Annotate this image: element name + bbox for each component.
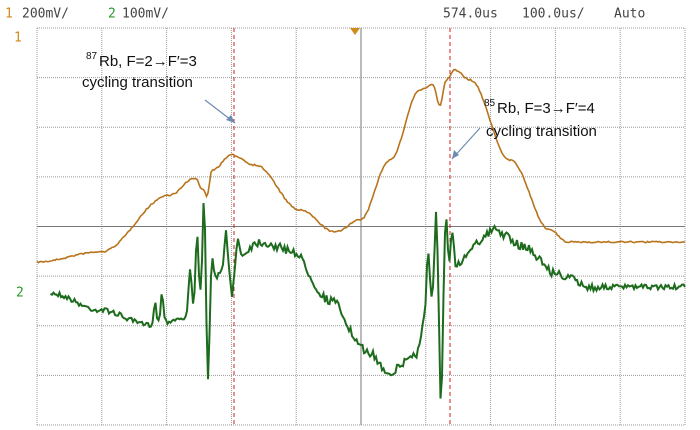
channel2-trace [50,203,686,399]
ch1-scale: 200mV/ [22,7,69,22]
isotope: 85 [484,98,496,109]
ch2-label: 2 [108,7,116,22]
channel1-trace [36,68,686,264]
annotation-text: cycling transition [82,74,193,91]
annotation-text: cycling transition [486,123,597,140]
ch2-scale: 100mV/ [122,7,169,22]
timebase: 100.0us/ [522,7,585,22]
arrow-head [452,150,459,159]
ch1-marker: 1 [14,31,22,46]
isotope: 87 [86,51,98,62]
ch1-label: 1 [5,7,13,22]
annotation-text: Rb, F=2→F′=3 [99,53,197,70]
annotation-text: Rb, F=3→F′=4 [497,100,595,117]
arrow-head [226,115,235,123]
trigger-mode: Auto [614,7,645,22]
trigger-marker [350,28,360,35]
delay: 574.0us [443,7,498,22]
graticule [36,27,686,426]
ch2-marker: 2 [16,286,24,301]
